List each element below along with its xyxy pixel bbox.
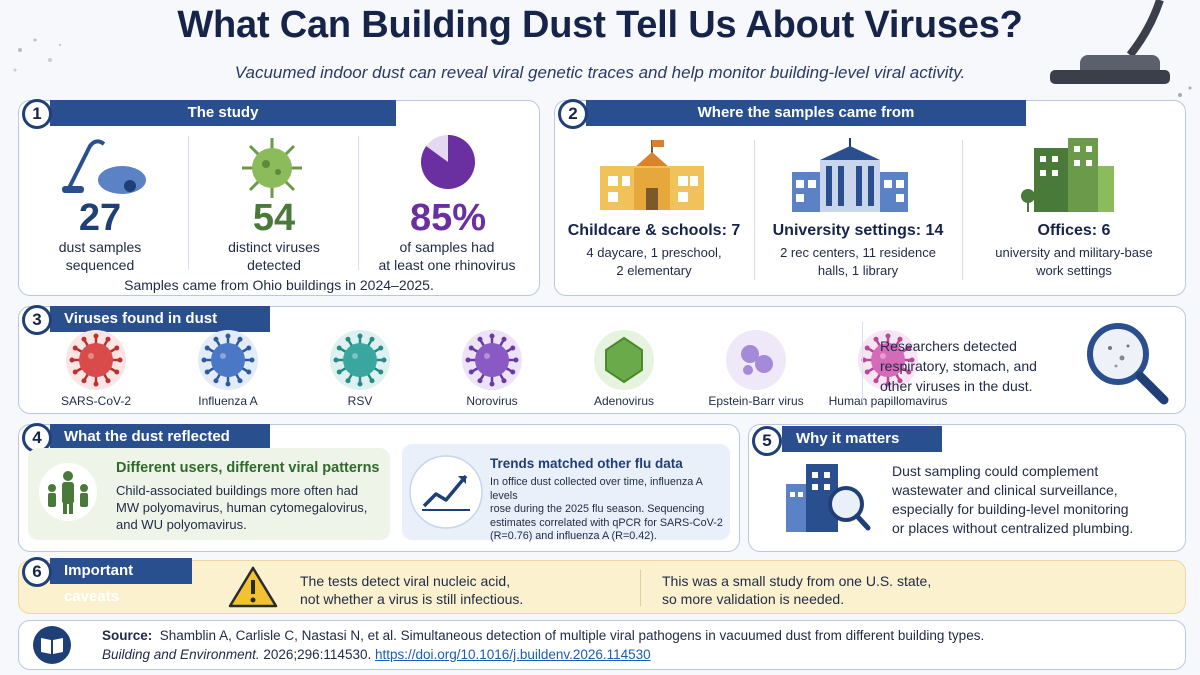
virus-label: Norovirus [466, 394, 518, 408]
stat-label-viruses-1: distinct viruses [228, 239, 320, 255]
dust-particles [13, 38, 61, 72]
norovirus-virus-icon [462, 330, 522, 390]
school-icon [600, 140, 704, 210]
stat-value-viruses: 54 [252, 197, 296, 239]
stat-value-rhinovirus: 85% [409, 197, 487, 239]
virus-label: Epstein-Barr virus [708, 394, 804, 408]
matters-number: 5 [752, 426, 782, 456]
source-citation: Source: Shamblin A, Carlisle C, Nastasi … [102, 626, 1178, 664]
trends-text-line: (R=0.76) and influenza A (R=0.42). [490, 530, 657, 542]
virus-label: SARS-CoV-2 [60, 394, 132, 408]
users-heading: Different users, different viral pattern… [116, 460, 380, 476]
matters-text-line: or places without centralized plumbing. [892, 520, 1134, 536]
stat-label-samples-1: dust samples [58, 239, 142, 255]
stat-label-samples-2: sequenced [65, 257, 135, 273]
stat-label-viruses-2: detected [247, 257, 301, 273]
source-journal: Building and Environment. [102, 647, 260, 662]
rsv-virus-icon [330, 330, 390, 390]
caveat-2: This was a small study from one U.S. sta… [662, 572, 1062, 608]
study-number: 1 [22, 99, 52, 129]
source-detail-university-2: halls, 1 library [817, 263, 899, 278]
study-title: The study [50, 100, 396, 126]
matters-text-line: wastewater and clinical surveillance, [892, 482, 1118, 498]
stat-value-samples: 27 [78, 197, 122, 239]
users-text-line: and WU polyomavirus. [116, 517, 247, 532]
source-heading-university: University settings: 14 [772, 222, 944, 239]
adenovirus-virus-icon [594, 330, 654, 390]
study-panel [18, 100, 540, 296]
virus-label: Adenovirus [593, 394, 655, 408]
viruses-note-line: other viruses in the dust. [880, 378, 1033, 394]
source-detail-university-1: 2 rec centers, 11 residence [780, 245, 936, 260]
source-heading-offices: Offices: 6 [1037, 222, 1111, 239]
sars-cov-2-virus-icon [66, 330, 126, 390]
stat-label-rhinovirus-2: at least one rhinovirus [378, 257, 516, 273]
source-text: Shamblin A, Carlisle C, Nastasi N, et al… [159, 628, 985, 643]
caveat-1-line: not whether a virus is still infectious. [300, 591, 524, 607]
stat-label-rhinovirus-1: of samples had [399, 239, 495, 255]
users-text-line: Child-associated buildings more often ha… [116, 483, 359, 498]
office-icon [1021, 138, 1114, 212]
trends-text-line: In office dust collected over time, infl… [490, 476, 703, 502]
family-icon [39, 463, 97, 521]
source-doi-link[interactable]: https://doi.org/10.1016/j.buildenv.2026.… [374, 647, 651, 662]
source-detail-offices-2: work settings [1036, 263, 1112, 278]
trends-text: In office dust collected over time, infl… [490, 476, 730, 544]
viruses-note-line: respiratory, stomach, and [880, 358, 1037, 374]
viruses-title: Viruses found in dust [50, 306, 270, 332]
sources-number: 2 [558, 99, 588, 129]
source-detail-childcare-1: 4 daycare, 1 preschool, [586, 245, 722, 260]
matters-text-line: Dust sampling could complement [892, 463, 1099, 479]
caveat-2-line: so more validation is needed. [662, 591, 845, 607]
matters-text-line: especially for building-level monitoring [892, 501, 1129, 517]
page-title: What Can Building Dust Tell Us About Vir… [177, 4, 1023, 46]
caveat-1: The tests detect viral nucleic acid, not… [300, 572, 630, 608]
caveats-number: 6 [22, 557, 52, 587]
matters-title: Why it matters [782, 426, 942, 452]
study-footer: Samples came from Ohio buildings in 2024… [124, 277, 434, 293]
source-label: Source: [102, 628, 153, 643]
university-icon [792, 138, 908, 212]
caveats-panel [18, 560, 1186, 614]
warning-icon [228, 566, 278, 608]
book-icon [33, 626, 71, 664]
human-papillomavirus-virus-icon [858, 330, 918, 390]
matters-text: Dust sampling could complement wastewate… [892, 462, 1182, 538]
caveats-title: Important caveats [50, 558, 192, 605]
virus-icon [242, 138, 302, 198]
vacuum-nozzle-icon [1050, 0, 1192, 97]
influenza-a-virus-icon [198, 330, 258, 390]
viruses-note: Researchers detected respiratory, stomac… [880, 336, 1060, 396]
building-search-icon [786, 464, 871, 532]
users-text-line: MW polyomavirus, human cytomegalovirus, [116, 500, 368, 515]
trends-text-line: rose during the 2025 flu season. Sequenc… [490, 503, 705, 515]
pie-icon [421, 135, 475, 189]
sources-title: Where the samples came from [586, 100, 1026, 126]
trends-text-line: estimates correlated with qPCR for SARS-… [490, 516, 723, 529]
page-subtitle: Vacuumed indoor dust can reveal viral ge… [234, 63, 966, 82]
viruses-note-line: Researchers detected [880, 338, 1017, 354]
source-heading-childcare: Childcare & schools: 7 [567, 222, 741, 239]
source-detail-offices-1: university and military-base [995, 245, 1153, 260]
reflected-title: What the dust reflected [50, 424, 270, 450]
trend-up-icon [409, 455, 483, 529]
users-text: Child-associated buildings more often ha… [116, 482, 386, 533]
caveat-1-line: The tests detect viral nucleic acid, [300, 573, 511, 589]
viruses-number: 3 [22, 305, 52, 335]
caveat-2-line: This was a small study from one U.S. sta… [662, 573, 932, 589]
virus-label: RSV [347, 394, 373, 408]
source-detail-childcare-2: 2 elementary [616, 263, 692, 278]
virus-label: Human papillomavirus [828, 394, 948, 408]
epstein-barr-virus-virus-icon [726, 330, 786, 390]
source-volume: 2026;296:114530. [259, 647, 375, 662]
virus-label: Influenza A [198, 394, 258, 408]
vacuum-icon [62, 139, 146, 194]
magnifier-icon [1087, 323, 1169, 405]
source-panel [18, 620, 1186, 670]
trends-heading: Trends matched other flu data [490, 456, 683, 471]
